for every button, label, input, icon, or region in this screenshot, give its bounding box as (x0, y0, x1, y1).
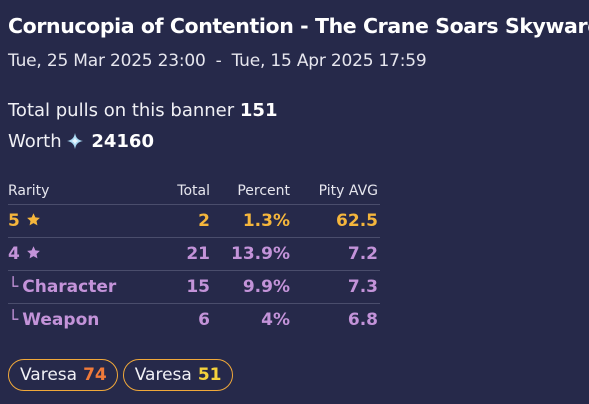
rarity-cell: └ Character (8, 270, 158, 304)
total-pulls: Total pulls on this banner 151 (8, 100, 277, 121)
chip-name: Varesa (134, 365, 192, 385)
table-row-4-star: 4 21 13.9% 7.2 (8, 237, 380, 271)
rarity-cell: 5 (8, 204, 158, 238)
worth-value: 24160 (91, 131, 154, 152)
total-cell: 21 (158, 237, 212, 271)
date-start: Tue, 25 Mar 2025 23:00 (8, 51, 206, 71)
worth-label: Worth (8, 131, 62, 152)
total-pulls-label: Total pulls on this banner (8, 100, 235, 121)
chip-count: 74 (83, 365, 107, 385)
character-chip[interactable]: Varesa 51 (122, 359, 233, 391)
percent-cell: 4% (261, 310, 290, 330)
branch-glyph: └ (8, 310, 19, 330)
pity-cell: 7.2 (292, 237, 380, 271)
rarity-label: 5 (8, 210, 20, 231)
banner-date-range: Tue, 25 Mar 2025 23:00- Tue, 15 Apr 2025 … (8, 51, 427, 71)
percent-cell: 13.9% (212, 237, 292, 271)
percent-cell: 9.9% (212, 270, 292, 304)
chip-name: Varesa (20, 365, 78, 385)
rarity-cell: 4 (8, 237, 158, 271)
total-cell: 2 (158, 204, 212, 238)
rarity-table: Rarity Total Percent Pity AVG 5 2 1.3% 6… (8, 178, 380, 336)
primogem-icon (66, 132, 84, 155)
rarity-cell: └ Weapon (8, 304, 158, 337)
worth: Worth 24160 (8, 131, 154, 155)
header-total: Total (158, 178, 212, 205)
total-cell: 6 (198, 310, 210, 330)
pity-cell: 6.8 (347, 310, 378, 330)
date-separator: - (215, 51, 222, 71)
header-rarity: Rarity (8, 178, 158, 205)
table-row-character: └ Character 15 9.9% 7.3 (8, 270, 380, 304)
header-pity-avg: Pity AVG (292, 178, 380, 205)
branch-glyph: └ (8, 277, 19, 297)
rarity-label: 4 (8, 243, 20, 264)
pull-chips: Varesa 74 Varesa 51 (8, 359, 233, 391)
rarity-label: Weapon (22, 310, 100, 330)
header-percent: Percent (212, 178, 292, 205)
percent-cell: 1.3% (212, 204, 292, 238)
table-header-row: Rarity Total Percent Pity AVG (8, 178, 380, 205)
pity-cell: 7.3 (292, 270, 380, 304)
banner-title: Cornucopia of Contention - The Crane Soa… (8, 14, 589, 38)
rarity-label: Character (22, 277, 117, 297)
star-icon (26, 245, 41, 265)
table-row-5-star: 5 2 1.3% 62.5 (8, 204, 380, 238)
table-row-weapon: └ Weapon 6 4% 6.8 (8, 304, 380, 337)
total-cell: 15 (158, 270, 212, 304)
date-end: Tue, 15 Apr 2025 17:59 (231, 51, 427, 71)
total-pulls-value: 151 (239, 100, 278, 121)
chip-count: 51 (197, 365, 222, 385)
star-icon (26, 212, 41, 232)
pity-cell: 62.5 (292, 204, 380, 238)
character-chip[interactable]: Varesa 74 (8, 359, 118, 391)
